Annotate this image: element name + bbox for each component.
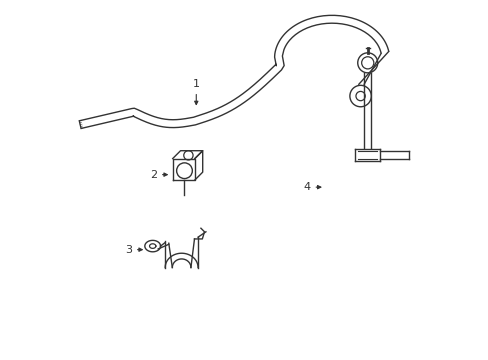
Text: 3: 3 (125, 245, 142, 255)
Text: 2: 2 (149, 170, 167, 180)
Text: 4: 4 (303, 182, 320, 192)
Text: 1: 1 (192, 79, 200, 104)
